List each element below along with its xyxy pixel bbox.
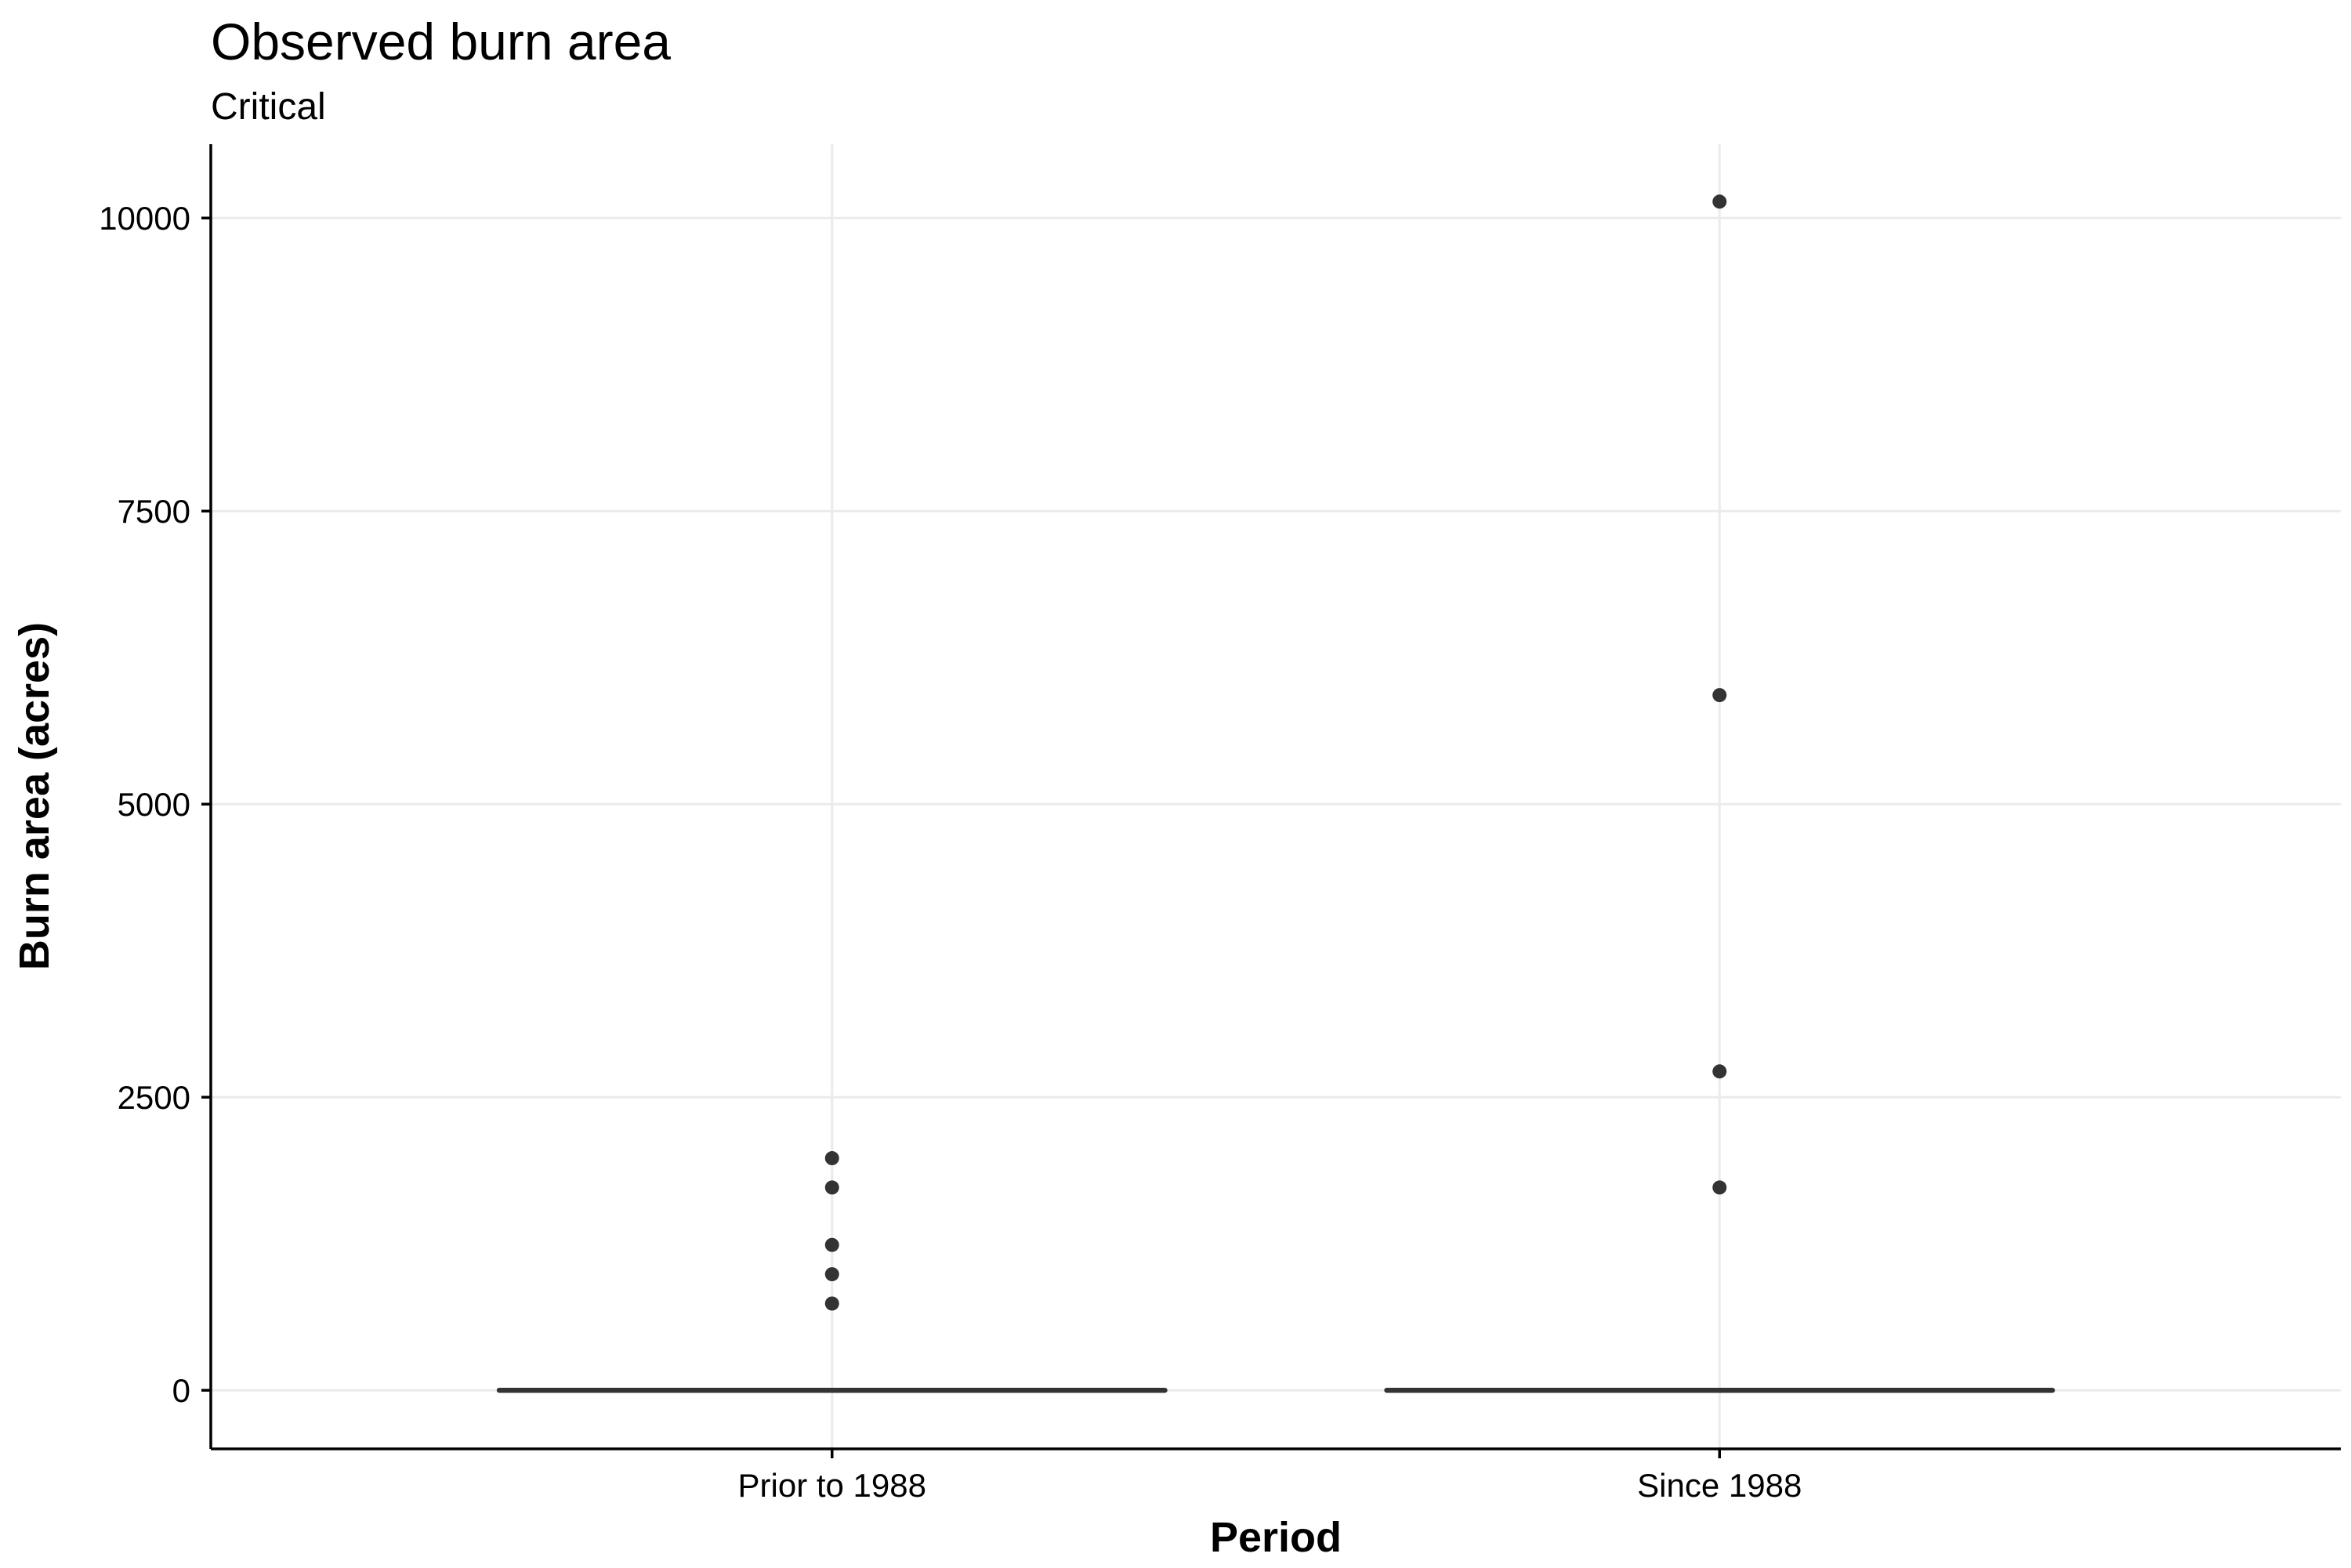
y-tick-label: 10000 bbox=[99, 200, 190, 237]
outlier-point bbox=[1712, 1180, 1727, 1195]
chart-title: Observed burn area bbox=[211, 13, 671, 71]
outlier-point bbox=[824, 1267, 839, 1282]
y-tick-label: 5000 bbox=[118, 786, 190, 823]
outlier-points bbox=[824, 194, 1727, 1311]
grid-lines bbox=[211, 144, 2341, 1449]
outlier-point bbox=[824, 1151, 839, 1166]
outlier-point bbox=[1712, 1064, 1727, 1079]
chart-subtitle: Critical bbox=[211, 86, 326, 128]
outlier-point bbox=[824, 1180, 839, 1195]
x-tick-label: Prior to 1988 bbox=[738, 1467, 926, 1504]
y-tick-label: 0 bbox=[172, 1372, 190, 1409]
x-axis-ticks: Prior to 1988 Since 1988 bbox=[738, 1449, 1802, 1504]
outlier-point bbox=[1712, 688, 1727, 703]
x-tick-label: Since 1988 bbox=[1637, 1467, 1802, 1504]
y-axis-title: Burn area (acres) bbox=[11, 622, 58, 970]
y-tick-label: 2500 bbox=[118, 1079, 190, 1116]
x-axis-title: Period bbox=[1210, 1514, 1342, 1561]
outlier-point bbox=[1712, 194, 1727, 209]
outlier-point bbox=[824, 1237, 839, 1252]
outlier-point bbox=[824, 1296, 839, 1311]
y-axis-ticks: 0 2500 5000 7500 10000 bbox=[99, 200, 211, 1409]
y-tick-label: 7500 bbox=[118, 493, 190, 530]
